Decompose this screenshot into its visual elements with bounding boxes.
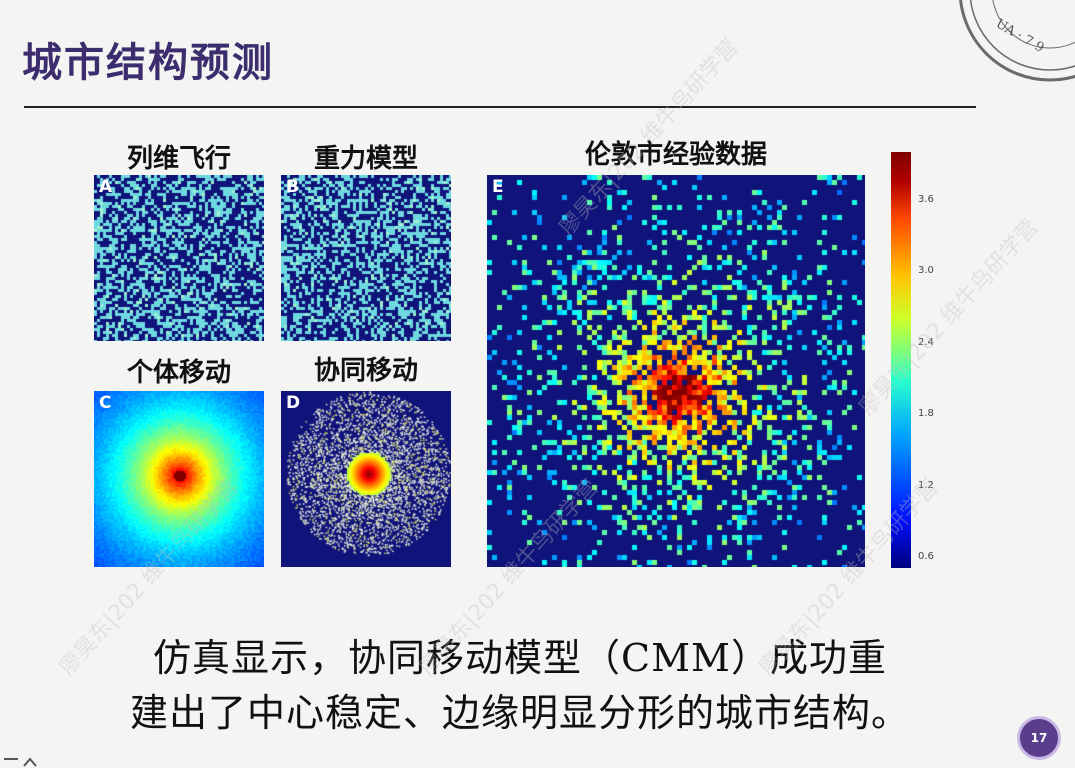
title-divider [24,106,976,108]
panel-c-letter: C [99,393,112,413]
panel-b-label: 重力模型 [313,144,418,174]
colorbar-tick: 3.6 [918,194,934,205]
menu-icon[interactable] [0,756,40,768]
slide-title: 城市结构预测 [22,40,274,86]
panel-d-collective-mobility: D [281,391,451,567]
watermark: 廖昊东|202 维牛鸟研学营 [854,214,1044,421]
panel-d-cluster-map [281,391,451,567]
seal-text: UA · 7 9 [993,16,1046,55]
panel-c-individual-mobility: C [94,391,264,567]
panel-c-radial-map [94,391,264,567]
panel-e-london-map [487,175,865,567]
panel-e-london-empirical: E [487,175,865,567]
panel-d-label: 协同移动 [313,356,418,386]
caption-line-2: 建出了中心稳定、边缘明显分形的城市结构。 [129,691,910,735]
caption-line-1: 仿真显示，协同移动模型（CMM）成功重 [153,636,887,680]
colorbar-tick: 0.6 [918,551,934,562]
panel-a-letter: A [99,177,113,197]
panel-a-levy-flight: A [94,175,264,341]
panel-a-noise-map [94,175,264,341]
colorbar [891,152,911,568]
colorbar-tick: 1.8 [918,408,934,419]
panel-b-noise-map [281,175,451,341]
panel-b-gravity-model: B [281,175,451,341]
panel-b-letter: B [286,177,299,197]
panel-c-label: 个体移动 [126,358,231,388]
panel-d-letter: D [286,393,301,413]
panel-a-label: 列维飞行 [126,144,231,174]
panel-e-label: 伦敦市经验数据 [584,140,767,170]
university-seal-logo: UA · 7 9 [959,0,1075,82]
page-number-badge[interactable]: 17 [1017,716,1061,760]
colorbar-tick: 1.2 [918,480,934,491]
colorbar-tick: 2.4 [918,337,934,348]
panel-e-letter: E [492,177,504,197]
colorbar-tick: 3.0 [918,265,934,276]
